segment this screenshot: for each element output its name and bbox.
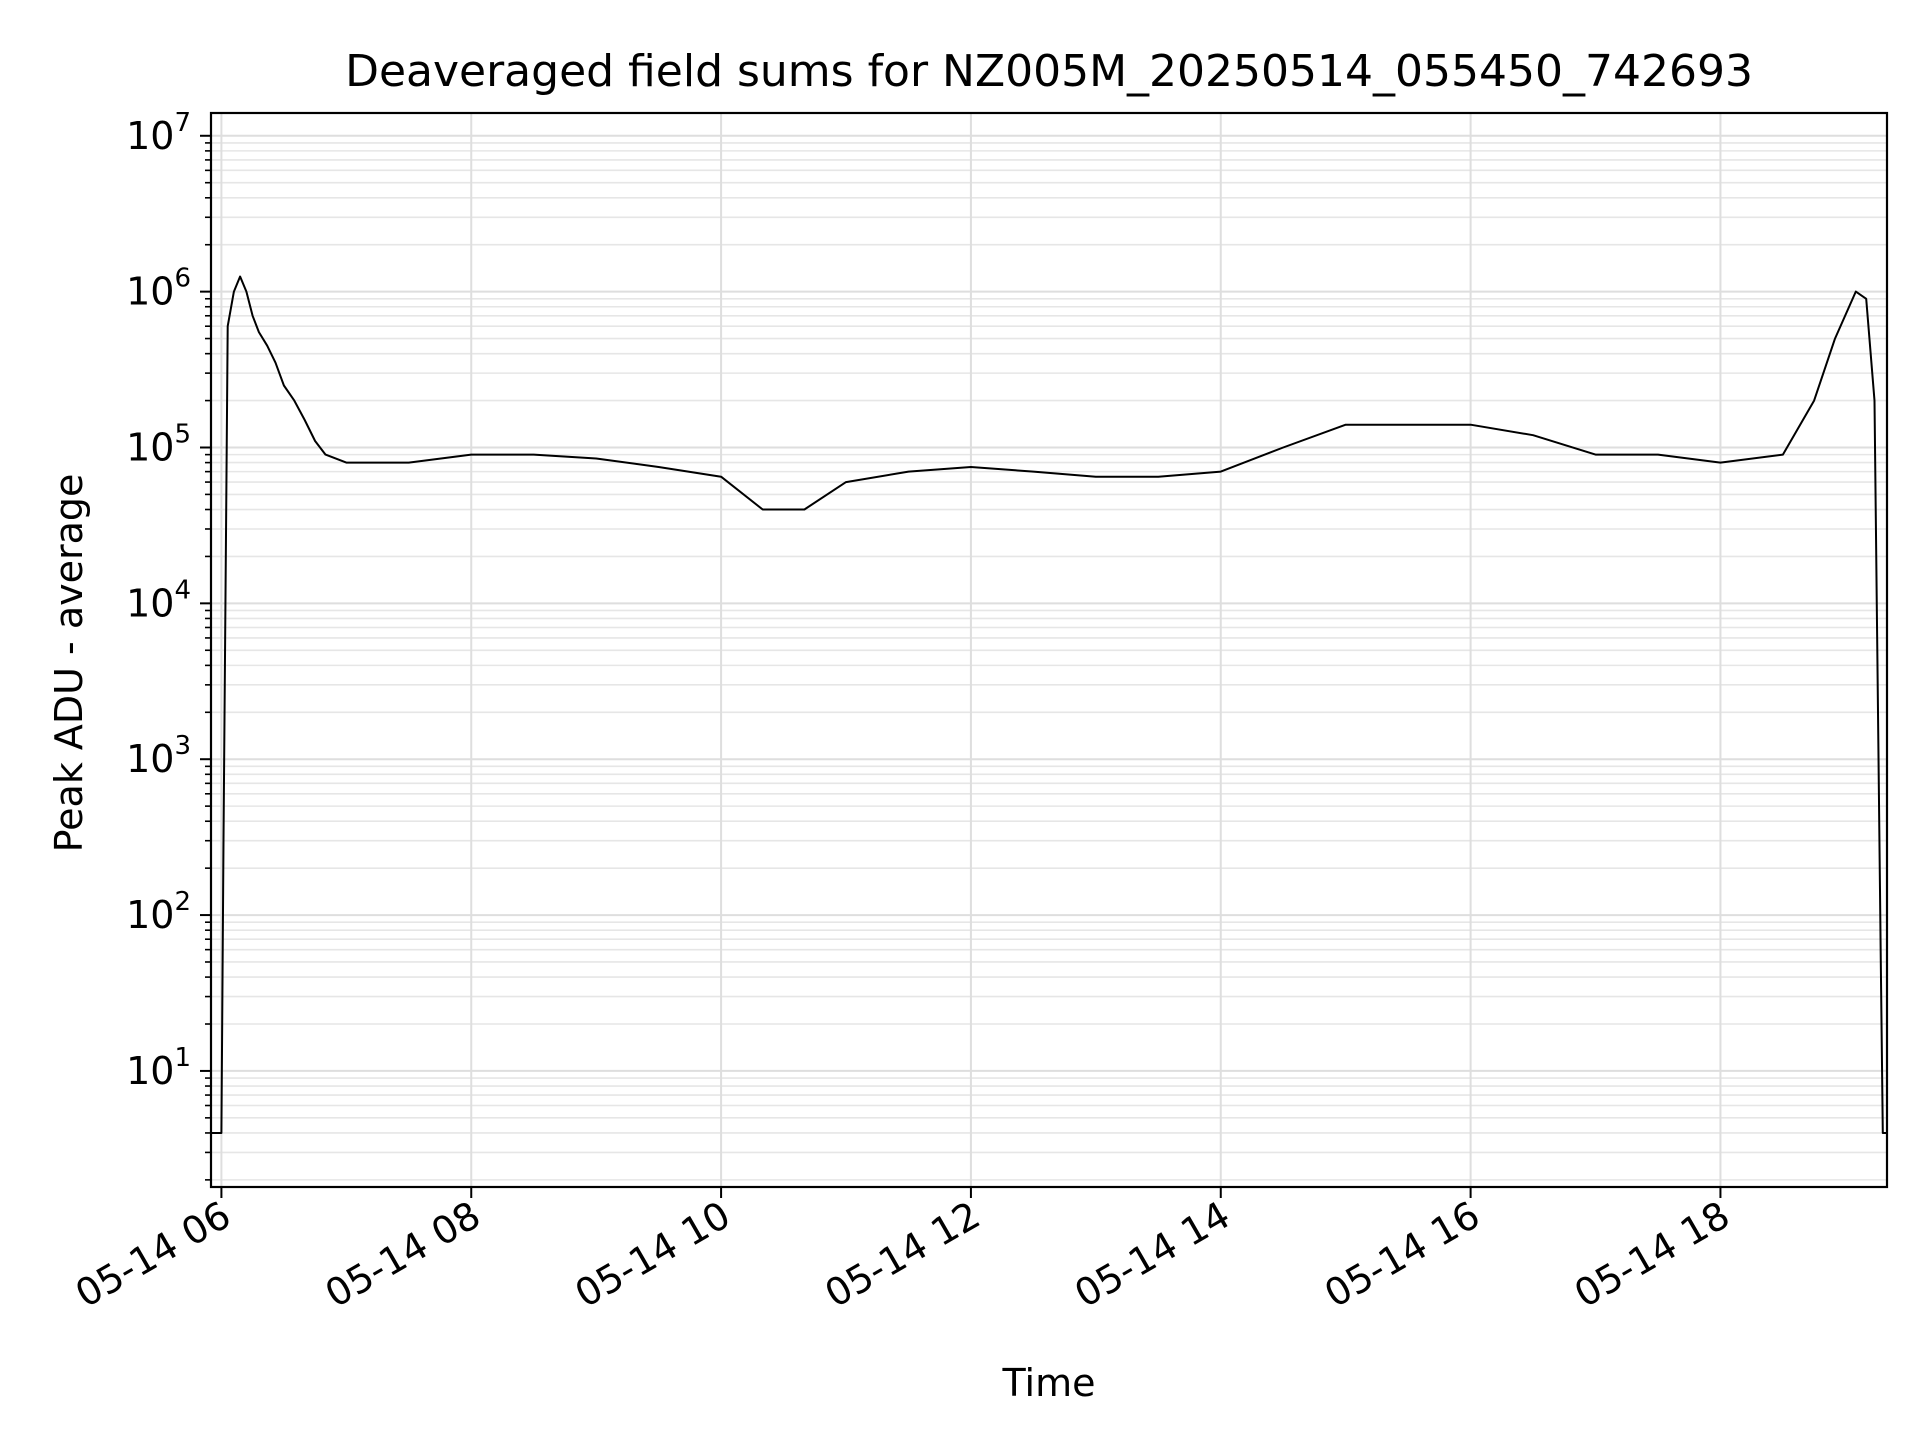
grid-layer: [211, 113, 1887, 1187]
y-axis-label: Peak ADU - average: [47, 474, 91, 853]
y-tick-label: 104: [126, 575, 191, 625]
x-tick-label: 05-14 06: [68, 1193, 238, 1317]
chart-title: Deaveraged field sums for NZ005M_2025051…: [345, 46, 1753, 97]
data-layer: [211, 275, 1887, 1134]
series-line: [211, 275, 1887, 1134]
x-tick-label: 05-14 14: [1067, 1193, 1237, 1317]
y-tick-label: 101: [126, 1043, 191, 1093]
x-tick-label: 05-14 16: [1317, 1193, 1487, 1317]
x-tick-label: 05-14 10: [568, 1193, 738, 1317]
x-axis-label: Time: [1002, 1361, 1096, 1405]
y-tick-label: 106: [126, 264, 191, 314]
x-tick-label: 05-14 12: [817, 1193, 987, 1317]
y-tick-label: 102: [126, 887, 191, 937]
x-tick-label: 05-14 08: [318, 1193, 488, 1317]
x-tick-label: 05-14 18: [1567, 1193, 1737, 1317]
y-tick-label: 105: [126, 419, 191, 469]
y-tick-label: 103: [126, 731, 191, 781]
y-tick-label: 107: [126, 108, 191, 158]
